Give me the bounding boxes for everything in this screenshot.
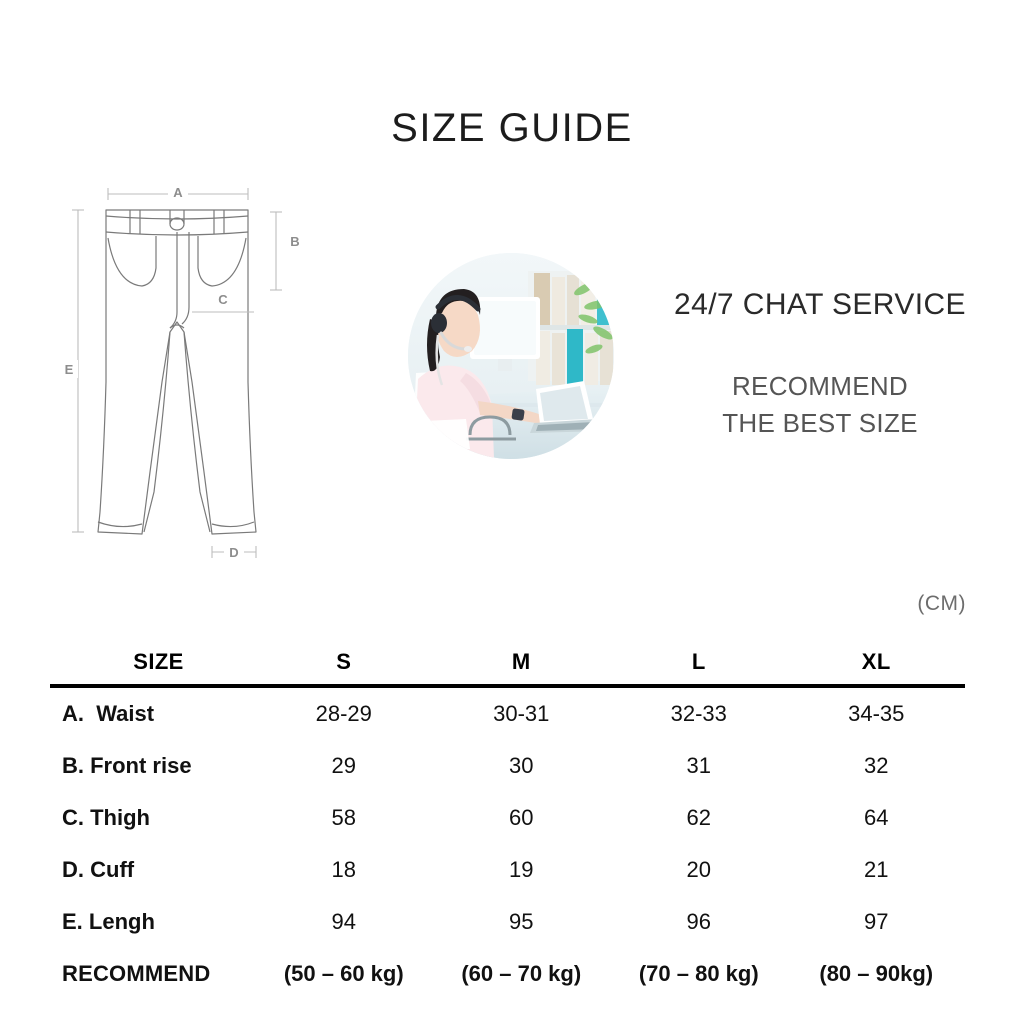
cell-front-rise-l: 31 — [686, 753, 711, 778]
table-row: RECOMMEND (50 – 60 kg) (60 – 70 kg) (70 … — [50, 948, 965, 1000]
cell-cuff-xl: 21 — [864, 857, 889, 882]
cell-waist-m: 30-31 — [493, 701, 550, 726]
cell-thigh-xl: 64 — [864, 805, 889, 830]
row-label-front-rise: B. Front rise — [62, 753, 192, 778]
table-row: B. Front rise 29 30 31 32 — [50, 740, 965, 792]
row-label-recommend: RECOMMEND — [62, 961, 211, 986]
column-header-xl: XL — [861, 649, 891, 674]
size-table: SIZE S M L XL A. Waist 28-29 30-31 32-33… — [50, 640, 965, 1000]
row-label-waist: A. Waist — [62, 701, 155, 726]
size-table-container: SIZE S M L XL A. Waist 28-29 30-31 32-33… — [50, 640, 965, 1000]
pants-diagram: A B C E D — [58, 172, 308, 582]
recommend-line-1: RECOMMEND — [731, 371, 909, 401]
table-header-rule-row — [50, 684, 965, 688]
cell-thigh-m: 60 — [509, 805, 534, 830]
cell-cuff-l: 20 — [686, 857, 711, 882]
cell-waist-s: 28-29 — [315, 701, 372, 726]
cell-length-l: 96 — [686, 909, 711, 934]
column-header-s: S — [336, 649, 352, 674]
dimension-label-d: D — [229, 545, 238, 560]
chat-service-photo — [408, 253, 614, 459]
cell-waist-l: 32-33 — [670, 701, 727, 726]
table-row: D. Cuff 18 19 20 21 — [50, 844, 965, 896]
table-row: A. Waist 28-29 30-31 32-33 34-35 — [50, 688, 965, 740]
table-header-row: SIZE S M L XL — [50, 640, 965, 684]
cell-thigh-l: 62 — [686, 805, 711, 830]
column-header-l: L — [691, 649, 706, 674]
row-label-thigh: C. Thigh — [62, 805, 150, 830]
unit-label: (CM) — [917, 592, 966, 615]
table-header-rule — [50, 684, 965, 688]
cell-length-s: 94 — [331, 909, 356, 934]
cell-waist-xl: 34-35 — [848, 701, 905, 726]
recommend-best-size-text: RECOMMEND THE BEST SIZE — [640, 368, 1000, 442]
row-label-cuff: D. Cuff — [62, 857, 135, 882]
cell-cuff-m: 19 — [509, 857, 534, 882]
chat-service-headline: 24/7 CHAT SERVICE — [674, 288, 966, 321]
dimension-label-c: C — [218, 292, 228, 307]
table-row: C. Thigh 58 60 62 64 — [50, 792, 965, 844]
recommend-line-2: THE BEST SIZE — [722, 407, 918, 438]
cell-recommend-xl: (80 – 90kg) — [819, 961, 934, 986]
cell-length-xl: 97 — [864, 909, 889, 934]
dimension-label-a: A — [173, 185, 183, 200]
cell-recommend-s: (50 – 60 kg) — [283, 961, 404, 986]
cell-front-rise-xl: 32 — [864, 753, 889, 778]
table-row: E. Lengh 94 95 96 97 — [50, 896, 965, 948]
column-header-m: M — [511, 649, 531, 674]
cell-length-m: 95 — [509, 909, 534, 934]
cell-recommend-l: (70 – 80 kg) — [638, 961, 759, 986]
column-header-size: SIZE — [133, 649, 184, 674]
row-label-length: E. Lengh — [62, 909, 155, 934]
cell-front-rise-m: 30 — [509, 753, 534, 778]
dimension-label-e: E — [65, 362, 74, 377]
cell-cuff-s: 18 — [331, 857, 356, 882]
cell-recommend-m: (60 – 70 kg) — [461, 961, 582, 986]
dimension-label-b: B — [290, 234, 299, 249]
page-title: SIZE GUIDE — [391, 106, 633, 150]
cell-front-rise-s: 29 — [331, 753, 356, 778]
cell-thigh-s: 58 — [331, 805, 356, 830]
